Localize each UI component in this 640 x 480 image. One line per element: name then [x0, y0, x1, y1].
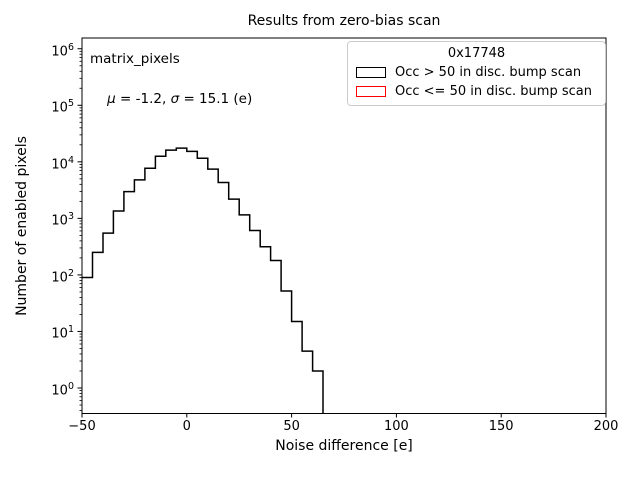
- x-tick-label: 150: [488, 419, 514, 434]
- y-tick-label: 101: [51, 324, 74, 342]
- x-tick-label: −50: [68, 419, 96, 434]
- x-axis-label: Noise difference [e]: [275, 438, 413, 454]
- x-tick-label: 200: [593, 419, 619, 434]
- axes-frame: [81, 37, 607, 414]
- legend-entry-occ-le-50: Occ <= 50 in disc. bump scan: [356, 84, 597, 99]
- chart-title: Results from zero-bias scan: [247, 13, 441, 29]
- histogram-series: [82, 147, 324, 414]
- legend: 0x17748 Occ > 50 in disc. bump scan Occ …: [347, 41, 606, 106]
- sigma-symbol: σ: [170, 91, 180, 107]
- legend-label: Occ <= 50 in disc. bump scan: [395, 84, 592, 99]
- y-tick-label: 104: [51, 154, 74, 173]
- annotation-dataset-name: matrix_pixels: [90, 51, 180, 67]
- legend-entry-occ-gt-50: Occ > 50 in disc. bump scan: [356, 65, 597, 80]
- annotation-fit-stats: μ = -1.2, σ = 15.1 (e): [90, 75, 252, 123]
- legend-label: Occ > 50 in disc. bump scan: [395, 65, 582, 80]
- x-tick-label: 50: [283, 419, 300, 434]
- mu-symbol: μ: [107, 91, 116, 107]
- y-tick-label: 103: [51, 211, 74, 229]
- x-tick-label: 0: [182, 419, 191, 434]
- sigma-value-text: = 15.1 (e): [179, 91, 253, 107]
- y-tick-label: 100: [51, 380, 74, 399]
- mu-value-text: = -1.2,: [115, 91, 171, 107]
- y-tick-label: 106: [51, 41, 74, 60]
- legend-swatch-red: [356, 86, 386, 97]
- y-tick-label: 105: [51, 98, 74, 116]
- legend-swatch-black: [356, 67, 386, 78]
- x-tick-label: 100: [383, 419, 409, 434]
- y-tick-label: 102: [51, 267, 74, 286]
- legend-title: 0x17748: [447, 46, 506, 61]
